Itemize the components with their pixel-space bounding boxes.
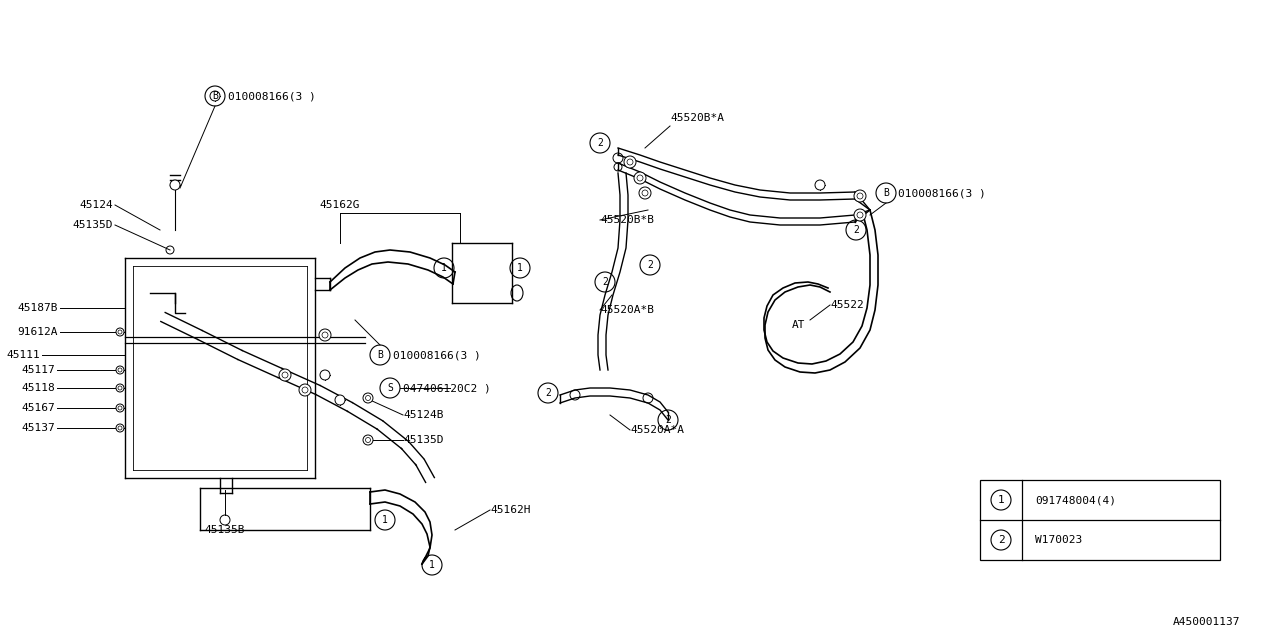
Text: 2: 2 bbox=[852, 225, 859, 235]
Text: 45167: 45167 bbox=[22, 403, 55, 413]
Text: 047406120C2 ): 047406120C2 ) bbox=[403, 383, 490, 393]
Circle shape bbox=[815, 180, 826, 190]
Text: 45117: 45117 bbox=[22, 365, 55, 375]
Text: 45135D: 45135D bbox=[403, 435, 443, 445]
Text: 1: 1 bbox=[429, 560, 435, 570]
Circle shape bbox=[639, 187, 652, 199]
Text: 1: 1 bbox=[442, 263, 447, 273]
Text: 45135B: 45135B bbox=[205, 525, 246, 535]
Text: 45124: 45124 bbox=[79, 200, 113, 210]
Circle shape bbox=[116, 384, 124, 392]
Text: 010008166(3 ): 010008166(3 ) bbox=[899, 188, 986, 198]
Circle shape bbox=[625, 156, 636, 168]
Circle shape bbox=[300, 384, 311, 396]
Circle shape bbox=[210, 91, 220, 101]
Bar bbox=[980, 480, 1220, 560]
Text: 45187B: 45187B bbox=[18, 303, 58, 313]
Circle shape bbox=[364, 393, 372, 403]
Text: 45111: 45111 bbox=[6, 350, 40, 360]
Text: 2: 2 bbox=[602, 277, 608, 287]
Circle shape bbox=[854, 209, 867, 221]
Text: 45135D: 45135D bbox=[73, 220, 113, 230]
Text: 2: 2 bbox=[648, 260, 653, 270]
Circle shape bbox=[170, 180, 180, 190]
Circle shape bbox=[335, 395, 346, 405]
Circle shape bbox=[364, 435, 372, 445]
Text: 1: 1 bbox=[517, 263, 524, 273]
Text: A450001137: A450001137 bbox=[1172, 617, 1240, 627]
Circle shape bbox=[854, 190, 867, 202]
Text: B: B bbox=[212, 91, 218, 101]
Circle shape bbox=[279, 369, 291, 381]
Text: 091748004(4): 091748004(4) bbox=[1036, 495, 1116, 505]
Circle shape bbox=[116, 328, 124, 336]
Text: 2: 2 bbox=[997, 535, 1005, 545]
Text: 45522: 45522 bbox=[829, 300, 864, 310]
Text: 45520A*B: 45520A*B bbox=[600, 305, 654, 315]
Circle shape bbox=[319, 329, 332, 341]
Text: 45124B: 45124B bbox=[403, 410, 443, 420]
Text: 45118: 45118 bbox=[22, 383, 55, 393]
Text: 010008166(3 ): 010008166(3 ) bbox=[393, 350, 481, 360]
Text: 1: 1 bbox=[997, 495, 1005, 505]
Text: 2: 2 bbox=[666, 415, 671, 425]
Text: 2: 2 bbox=[596, 138, 603, 148]
Text: S: S bbox=[387, 383, 393, 393]
Text: 91612A: 91612A bbox=[18, 327, 58, 337]
Circle shape bbox=[634, 172, 646, 184]
Text: 45520B*A: 45520B*A bbox=[669, 113, 724, 123]
Text: AT: AT bbox=[792, 320, 805, 330]
Text: 010008166(3 ): 010008166(3 ) bbox=[228, 91, 316, 101]
Text: 45162H: 45162H bbox=[490, 505, 530, 515]
Text: W170023: W170023 bbox=[1036, 535, 1083, 545]
Circle shape bbox=[116, 366, 124, 374]
Text: B: B bbox=[378, 350, 383, 360]
Circle shape bbox=[320, 370, 330, 380]
Text: 45162G: 45162G bbox=[320, 200, 360, 210]
Text: 45520B*B: 45520B*B bbox=[600, 215, 654, 225]
Circle shape bbox=[116, 424, 124, 432]
Text: 1: 1 bbox=[381, 515, 388, 525]
Circle shape bbox=[116, 404, 124, 412]
Text: 2: 2 bbox=[545, 388, 550, 398]
Text: B: B bbox=[883, 188, 888, 198]
Text: 45520A*A: 45520A*A bbox=[630, 425, 684, 435]
Text: 45137: 45137 bbox=[22, 423, 55, 433]
